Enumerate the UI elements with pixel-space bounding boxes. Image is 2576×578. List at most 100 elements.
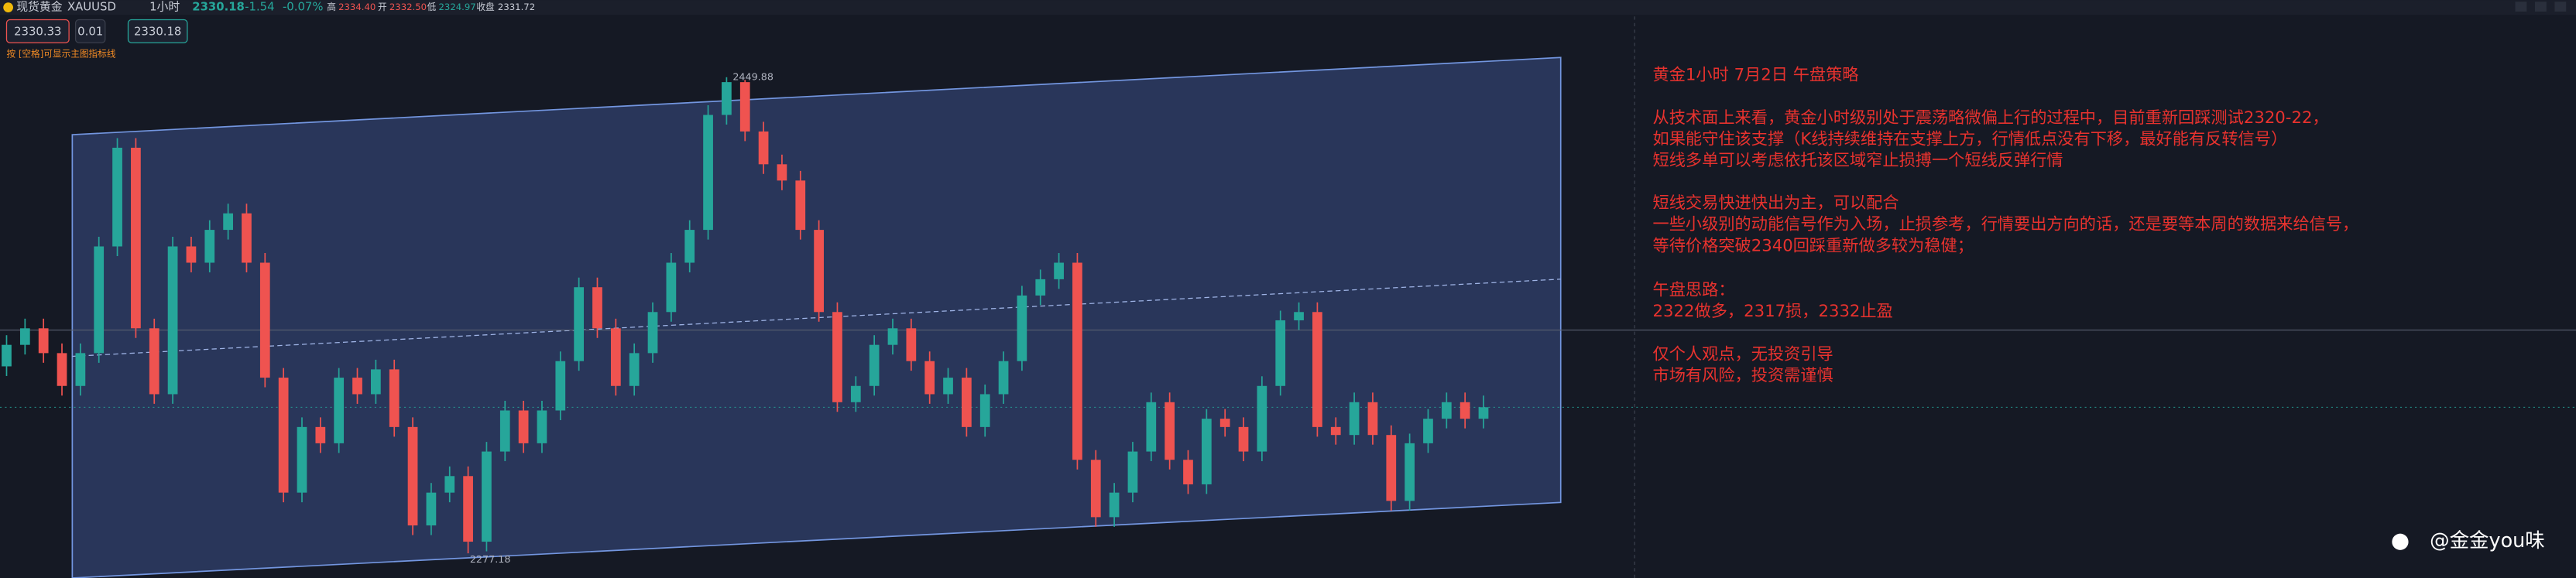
candle-body bbox=[537, 410, 547, 443]
candle-body bbox=[1423, 419, 1433, 443]
candle-body bbox=[1090, 460, 1101, 518]
candle-body bbox=[1035, 279, 1046, 296]
candle-body bbox=[1109, 492, 1120, 518]
notes-panel: 黄金1小时 7月2日 午盘策略 从技术面上来看，黄金小时级别处于震荡略微偏上行的… bbox=[1653, 66, 2359, 385]
symbol-icon bbox=[3, 2, 13, 12]
notes-line: 2322做多，2317损，2332止盈 bbox=[1653, 302, 1893, 321]
candle-body bbox=[518, 410, 529, 443]
sell-button[interactable] bbox=[5, 19, 70, 43]
candle-body bbox=[1386, 435, 1397, 501]
candle-body bbox=[887, 328, 898, 345]
watermark: @金金you味 bbox=[2430, 529, 2545, 552]
min-label: 2277.18 bbox=[470, 554, 511, 566]
notes-line: 从技术面上来看，黄金小时级别处于震荡略微偏上行的过程中，目前重新回踩测试2320… bbox=[1653, 108, 2329, 128]
channel-midline bbox=[72, 279, 1561, 357]
candle-body bbox=[259, 262, 270, 378]
chart-area: 2449.88 2277.18 bbox=[0, 16, 2576, 578]
candle-body bbox=[574, 287, 585, 361]
candle-body bbox=[38, 328, 49, 354]
candle-body bbox=[334, 378, 345, 443]
candle-body bbox=[149, 328, 159, 395]
candle-body bbox=[1312, 312, 1322, 427]
candle-body bbox=[647, 312, 658, 354]
buy-button[interactable] bbox=[127, 19, 188, 43]
hint: 按 [空格]可显示主图指标线 bbox=[6, 49, 115, 60]
candle-body bbox=[75, 353, 86, 386]
candle-body bbox=[610, 328, 621, 386]
candle-body bbox=[57, 353, 67, 386]
sell-price: 2330.33 bbox=[14, 24, 61, 38]
tool-button[interactable] bbox=[2515, 2, 2527, 12]
open-label: 开 bbox=[378, 2, 387, 12]
candle-body bbox=[1367, 402, 1378, 436]
notes-line: 仅个人观点，无投资引导 bbox=[1653, 344, 1833, 364]
candle-body bbox=[795, 180, 806, 231]
notes-line: 一些小级别的动能信号作为入场，止损参考，行情要出方向的话，还是要等本周的数据来给… bbox=[1653, 215, 2359, 234]
candle-body bbox=[722, 82, 732, 115]
candle-body bbox=[1072, 262, 1082, 460]
candle-body bbox=[444, 476, 455, 493]
candle-body bbox=[1441, 402, 1452, 419]
candle-body bbox=[906, 328, 917, 361]
candle-body bbox=[1478, 407, 1489, 419]
high: 2334.40 bbox=[338, 2, 376, 12]
toolbar bbox=[0, 0, 2576, 15]
candle-body bbox=[1275, 320, 1286, 386]
interval[interactable]: 1小时 bbox=[149, 0, 180, 14]
symbol[interactable]: XAUUSD bbox=[67, 0, 116, 14]
candle-body bbox=[278, 378, 289, 493]
candle-body bbox=[407, 426, 418, 526]
candle-body bbox=[869, 344, 880, 386]
candle-body bbox=[684, 230, 695, 263]
open: 2332.50 bbox=[389, 2, 427, 12]
candle-body bbox=[1460, 402, 1470, 419]
notes-line: 等待价格突破2340回踩重新做多较为稳健； bbox=[1653, 236, 1974, 255]
candle-body bbox=[850, 385, 861, 402]
candle-body bbox=[555, 361, 566, 411]
candle-body bbox=[998, 361, 1009, 395]
candle-body bbox=[1405, 443, 1415, 501]
candle-body bbox=[186, 246, 197, 263]
candle-body bbox=[979, 394, 990, 427]
high-label: 高 bbox=[327, 2, 336, 12]
candle-body bbox=[167, 246, 178, 395]
candle-body bbox=[1257, 385, 1267, 452]
candle-body bbox=[131, 147, 141, 329]
candle-body bbox=[1238, 426, 1249, 452]
change: -1.54 bbox=[245, 0, 274, 14]
symbol-name[interactable]: 现货黄金 bbox=[16, 0, 63, 14]
candle-body bbox=[703, 115, 713, 231]
close: 2331.72 bbox=[498, 2, 535, 12]
last-price: 2330.18 bbox=[192, 0, 245, 14]
candle-body bbox=[1330, 426, 1341, 436]
candle-body bbox=[1127, 451, 1138, 493]
low-label: 低 bbox=[427, 2, 437, 12]
candle-body bbox=[2, 344, 12, 367]
candle-body bbox=[463, 476, 473, 542]
candle-body bbox=[1349, 402, 1360, 436]
notes-title: 黄金1小时 7月2日 午盘策略 bbox=[1653, 66, 1859, 85]
candle-body bbox=[352, 378, 362, 395]
tool-button[interactable] bbox=[2554, 2, 2567, 12]
candle-body bbox=[962, 378, 972, 427]
tool-button[interactable] bbox=[2534, 2, 2547, 12]
candle-body bbox=[758, 131, 769, 165]
candle-body bbox=[297, 426, 307, 493]
notes-line: 短线多单可以考虑依托该区域窄止损搏一个短线反弹行情 bbox=[1653, 151, 2063, 170]
qty: 0.01 bbox=[77, 24, 103, 38]
candle-body bbox=[1219, 419, 1230, 427]
candle-body bbox=[94, 246, 105, 354]
channel bbox=[71, 56, 1562, 578]
change-pct: -0.07% bbox=[283, 0, 324, 14]
candle-body bbox=[370, 369, 381, 395]
low: 2324.97 bbox=[439, 2, 476, 12]
candle-body bbox=[112, 147, 122, 247]
notes-line: 市场有风险，投资需谨慎 bbox=[1653, 366, 1833, 385]
candle-body bbox=[482, 451, 492, 542]
candle-body bbox=[666, 262, 677, 313]
candle-body bbox=[223, 213, 233, 231]
qty-input[interactable] bbox=[74, 19, 106, 43]
candle-body bbox=[814, 230, 824, 313]
